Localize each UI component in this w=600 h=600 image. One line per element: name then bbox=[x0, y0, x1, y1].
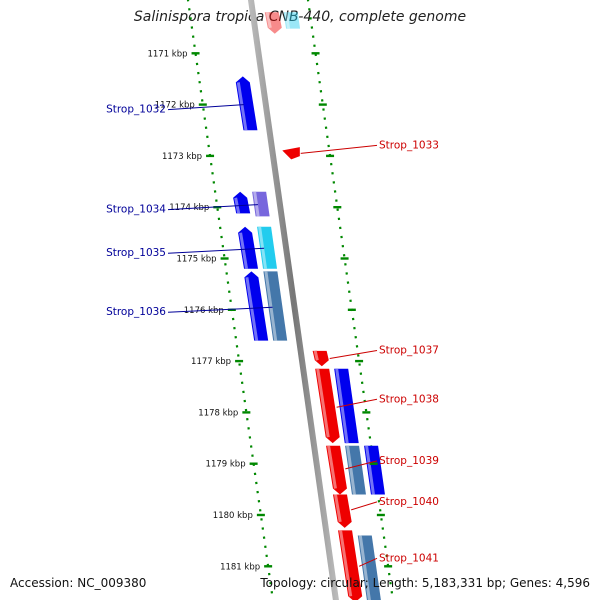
map-title: Salinispora tropica CNB-440, complete ge… bbox=[133, 9, 467, 25]
ruler-tick-label: 1181 kbp bbox=[220, 562, 260, 572]
svg-text:Strop_1033: Strop_1033 bbox=[379, 139, 439, 151]
gene-label-strop-1032[interactable]: Strop_1032 bbox=[106, 104, 244, 116]
ruler-tick-label: 1178 kbp bbox=[198, 408, 238, 418]
ruler-tick-label: 1173 kbp bbox=[162, 152, 202, 162]
svg-text:Strop_1036: Strop_1036 bbox=[106, 306, 166, 318]
ruler-tick-label: 1179 kbp bbox=[206, 460, 246, 470]
feature-f1035a[interactable] bbox=[257, 226, 278, 269]
svg-text:Strop_1038: Strop_1038 bbox=[379, 393, 439, 405]
feature-f1039a[interactable] bbox=[326, 445, 347, 495]
feature-f1041a[interactable] bbox=[338, 530, 363, 600]
ruler-tick-label: 1171 kbp bbox=[147, 49, 187, 59]
feature-f1039b[interactable] bbox=[345, 445, 366, 495]
gene-label-strop-1036[interactable]: Strop_1036 bbox=[106, 306, 273, 318]
feature-f1032[interactable] bbox=[235, 76, 258, 131]
feature-f1036a[interactable] bbox=[263, 271, 288, 341]
svg-text:Strop_1034: Strop_1034 bbox=[106, 204, 166, 216]
svg-text:Strop_1041: Strop_1041 bbox=[379, 552, 439, 564]
ruler-tick-label: 1177 kbp bbox=[191, 357, 231, 367]
feature-f_top_c[interactable] bbox=[283, 12, 301, 29]
feature-f_top_r[interactable] bbox=[264, 11, 282, 34]
svg-text:Strop_1032: Strop_1032 bbox=[106, 104, 166, 116]
gene-label-strop-1041[interactable]: Strop_1041 bbox=[358, 552, 439, 567]
svg-text:Strop_1037: Strop_1037 bbox=[379, 345, 439, 357]
feature-f1041b[interactable] bbox=[357, 535, 381, 600]
gene-label-strop-1039[interactable]: Strop_1039 bbox=[345, 455, 439, 470]
feature-f1040[interactable] bbox=[332, 494, 352, 528]
feature-f1036b[interactable] bbox=[244, 271, 269, 341]
feature-f1039c[interactable] bbox=[364, 445, 385, 495]
accession-text: Accession: NC_009380 bbox=[10, 576, 147, 590]
feature-f1037[interactable] bbox=[312, 350, 329, 367]
right-guide-dots bbox=[306, 0, 395, 600]
topology-text: Topology: circular; Length: 5,183,331 bp… bbox=[260, 576, 590, 590]
ruler-tick-label: 1175 kbp bbox=[177, 255, 217, 265]
gene-label-strop-1035[interactable]: Strop_1035 bbox=[106, 247, 265, 259]
gene-label-strop-1034[interactable]: Strop_1034 bbox=[106, 204, 258, 216]
left-guide-dots bbox=[186, 0, 275, 600]
genome-backbone bbox=[247, 0, 339, 600]
feature-f1038a[interactable] bbox=[315, 368, 340, 444]
gene-label-strop-1033[interactable]: Strop_1033 bbox=[300, 139, 439, 154]
feature-f1034b[interactable] bbox=[233, 191, 251, 214]
gene-label-strop-1038[interactable]: Strop_1038 bbox=[336, 393, 439, 408]
ruler-tick-label: 1180 kbp bbox=[213, 511, 253, 521]
feature-f1033[interactable] bbox=[282, 147, 300, 160]
svg-text:Strop_1035: Strop_1035 bbox=[106, 247, 166, 259]
ruler-tick-label: 1172 kbp bbox=[155, 101, 195, 111]
feature-f1035b[interactable] bbox=[238, 226, 259, 270]
feature-f1034a[interactable] bbox=[252, 191, 270, 217]
gene-label-strop-1037[interactable]: Strop_1037 bbox=[329, 345, 439, 360]
gene-label-strop-1040[interactable]: Strop_1040 bbox=[350, 496, 439, 511]
svg-text:Strop_1040: Strop_1040 bbox=[379, 496, 439, 508]
svg-text:Strop_1039: Strop_1039 bbox=[379, 455, 439, 467]
